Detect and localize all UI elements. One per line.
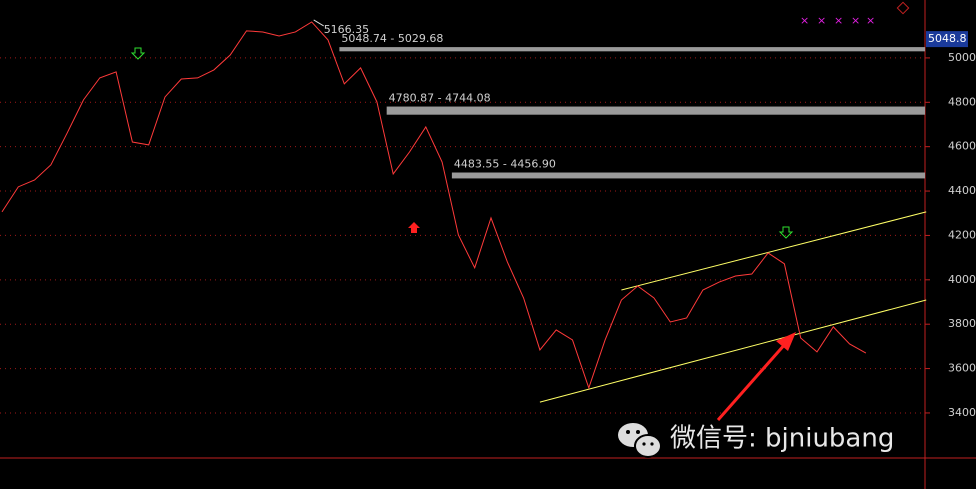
price-zone [451, 172, 925, 179]
wechat-icon [618, 423, 662, 458]
signal-marks: × × × × × [800, 14, 875, 27]
y-tick-label: 3400 [948, 406, 976, 419]
price-zone [339, 47, 925, 52]
pointer-arrow-head [776, 332, 796, 351]
zone-label: 4780.87 - 4744.08 [389, 92, 491, 105]
price-zone [386, 106, 925, 115]
sell-signal [778, 226, 794, 239]
peak-pointer [313, 19, 324, 27]
last-price-box [926, 31, 968, 48]
y-tick-label: 3800 [948, 317, 976, 330]
svg-text:×: × [834, 14, 843, 27]
price-line [1, 21, 867, 390]
plot-area: 3400 3600 3800 4000 4200 4400 4600 4800 5000 5048… [0, 19, 976, 419]
zone-label: 4483.55 - 4456.90 [454, 158, 556, 171]
y-tick-label: 4600 [948, 140, 976, 153]
trend-line [539, 299, 927, 403]
y-tick-label: 5000 [948, 51, 976, 64]
peak-label: 5166.35 [324, 23, 370, 36]
y-tick-label: 3600 [948, 362, 976, 375]
zone-label: 5048.74 - 5029.68 [341, 32, 443, 45]
corner-icon [896, 1, 910, 15]
svg-text:×: × [851, 14, 860, 27]
pointer-arrow [716, 342, 788, 421]
watermark: 微信号: bjniubang [670, 424, 894, 454]
trend-line [621, 211, 927, 291]
buy-signal [408, 222, 420, 233]
sell-signal [130, 47, 146, 60]
svg-text:×: × [800, 14, 809, 27]
y-tick-label: 4000 [948, 273, 976, 286]
y-tick-label: 4400 [948, 184, 976, 197]
svg-text:×: × [866, 14, 875, 27]
y-tick-label: 4200 [948, 228, 976, 241]
y-tick-label: 4800 [948, 95, 976, 108]
last-price-label: 5048.8 [928, 32, 967, 45]
svg-text:×: × [817, 14, 826, 27]
